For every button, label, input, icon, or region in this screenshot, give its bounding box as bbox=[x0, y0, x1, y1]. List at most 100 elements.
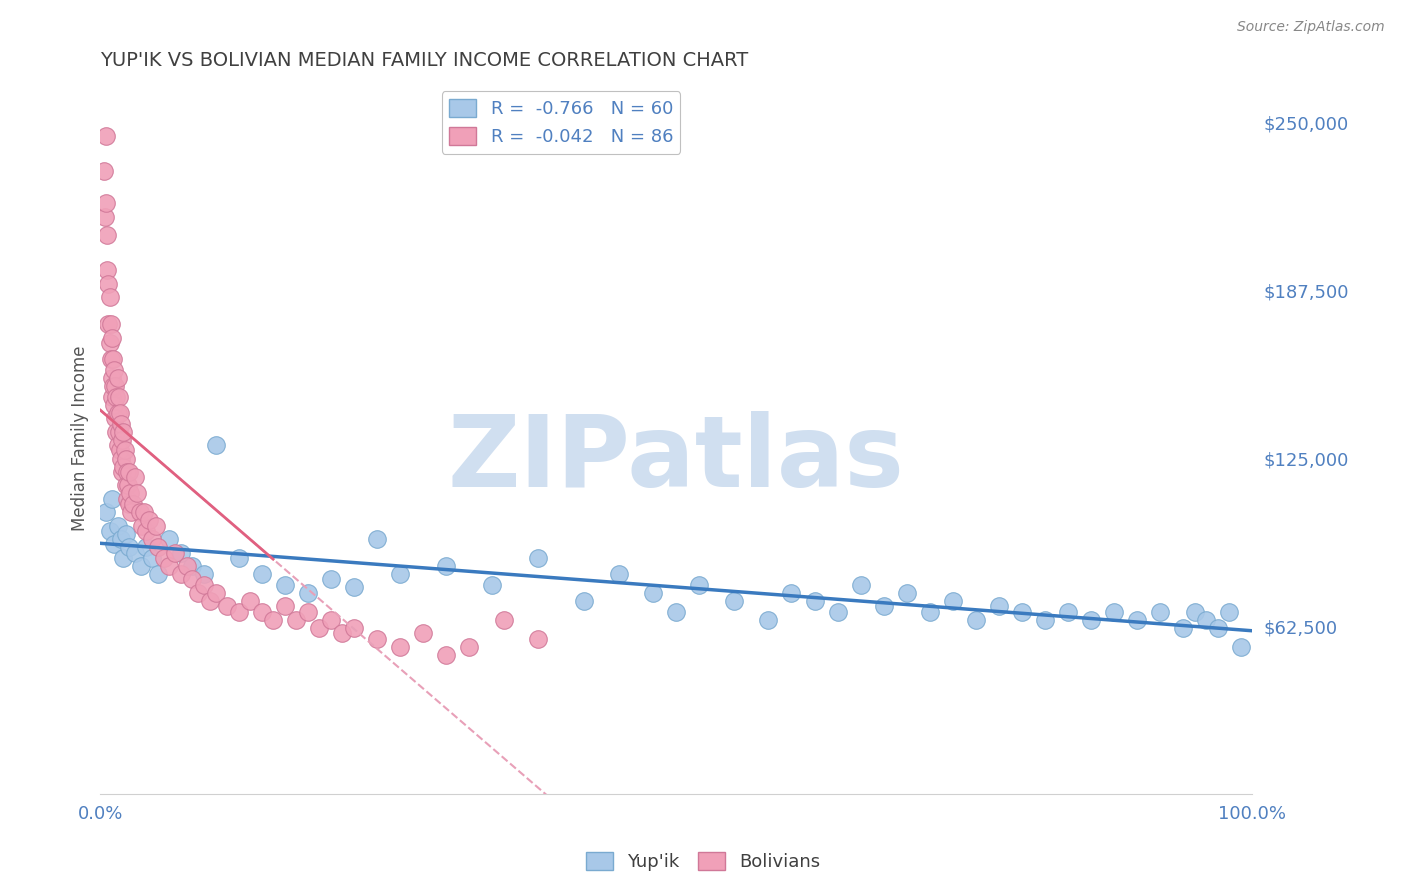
Point bbox=[1011, 605, 1033, 619]
Point bbox=[159, 559, 181, 574]
Point bbox=[103, 398, 125, 412]
Point bbox=[330, 626, 353, 640]
Y-axis label: Median Family Income: Median Family Income bbox=[72, 345, 89, 531]
Point bbox=[527, 632, 550, 646]
Point bbox=[96, 228, 118, 243]
Point bbox=[117, 478, 139, 492]
Point bbox=[250, 605, 273, 619]
Point bbox=[101, 330, 124, 344]
Point bbox=[204, 438, 226, 452]
Point bbox=[319, 613, 342, 627]
Point bbox=[723, 594, 745, 608]
Point bbox=[103, 537, 125, 551]
Point bbox=[98, 335, 121, 350]
Point bbox=[120, 505, 142, 519]
Point bbox=[193, 578, 215, 592]
Point bbox=[121, 497, 143, 511]
Point bbox=[388, 640, 411, 654]
Point bbox=[118, 465, 141, 479]
Point bbox=[187, 586, 209, 600]
Point bbox=[262, 613, 284, 627]
Text: YUP'IK VS BOLIVIAN MEDIAN FAMILY INCOME CORRELATION CHART: YUP'IK VS BOLIVIAN MEDIAN FAMILY INCOME … bbox=[100, 51, 748, 70]
Point bbox=[1218, 605, 1240, 619]
Point bbox=[112, 459, 135, 474]
Point bbox=[97, 277, 120, 291]
Point bbox=[108, 406, 131, 420]
Point bbox=[96, 263, 118, 277]
Point bbox=[827, 605, 849, 619]
Point bbox=[643, 586, 665, 600]
Point bbox=[124, 470, 146, 484]
Point bbox=[527, 550, 550, 565]
Point bbox=[1206, 621, 1229, 635]
Point bbox=[94, 505, 117, 519]
Point bbox=[118, 540, 141, 554]
Point bbox=[228, 605, 250, 619]
Point bbox=[101, 379, 124, 393]
Point bbox=[100, 352, 122, 367]
Point bbox=[94, 129, 117, 144]
Point bbox=[458, 640, 481, 654]
Point bbox=[115, 491, 138, 506]
Point bbox=[112, 550, 135, 565]
Point bbox=[434, 648, 457, 662]
Point bbox=[297, 605, 319, 619]
Point bbox=[114, 526, 136, 541]
Point bbox=[273, 599, 295, 614]
Point bbox=[110, 532, 132, 546]
Point bbox=[105, 390, 128, 404]
Text: ZIPatlas: ZIPatlas bbox=[449, 411, 904, 508]
Point bbox=[107, 390, 129, 404]
Point bbox=[366, 532, 388, 546]
Point bbox=[98, 524, 121, 538]
Point bbox=[803, 594, 825, 608]
Point bbox=[896, 586, 918, 600]
Point bbox=[100, 317, 122, 331]
Point bbox=[1229, 640, 1251, 654]
Point bbox=[111, 433, 134, 447]
Point bbox=[94, 196, 117, 211]
Point bbox=[135, 540, 157, 554]
Point bbox=[1080, 613, 1102, 627]
Point bbox=[135, 524, 157, 538]
Point bbox=[105, 425, 128, 439]
Point bbox=[849, 578, 872, 592]
Point bbox=[215, 599, 238, 614]
Point bbox=[198, 594, 221, 608]
Point bbox=[434, 559, 457, 574]
Point bbox=[607, 567, 630, 582]
Point bbox=[1057, 605, 1080, 619]
Point bbox=[170, 545, 193, 559]
Point bbox=[1102, 605, 1125, 619]
Point bbox=[111, 465, 134, 479]
Point bbox=[308, 621, 330, 635]
Point bbox=[181, 573, 204, 587]
Point bbox=[273, 578, 295, 592]
Point bbox=[297, 586, 319, 600]
Point bbox=[107, 425, 129, 439]
Point bbox=[114, 443, 136, 458]
Point bbox=[965, 613, 987, 627]
Point bbox=[107, 371, 129, 385]
Point bbox=[665, 605, 688, 619]
Point bbox=[572, 594, 595, 608]
Point bbox=[145, 518, 167, 533]
Point bbox=[250, 567, 273, 582]
Point bbox=[93, 164, 115, 178]
Point bbox=[152, 550, 174, 565]
Point bbox=[101, 390, 124, 404]
Point bbox=[758, 613, 780, 627]
Point bbox=[1033, 613, 1056, 627]
Point bbox=[141, 550, 163, 565]
Point bbox=[492, 613, 515, 627]
Point bbox=[228, 550, 250, 565]
Legend: Yup'ik, Bolivians: Yup'ik, Bolivians bbox=[578, 845, 828, 879]
Point bbox=[1149, 605, 1171, 619]
Point bbox=[872, 599, 894, 614]
Point bbox=[101, 352, 124, 367]
Point bbox=[165, 545, 187, 559]
Point bbox=[942, 594, 965, 608]
Point bbox=[118, 497, 141, 511]
Point bbox=[110, 417, 132, 431]
Point bbox=[170, 567, 193, 582]
